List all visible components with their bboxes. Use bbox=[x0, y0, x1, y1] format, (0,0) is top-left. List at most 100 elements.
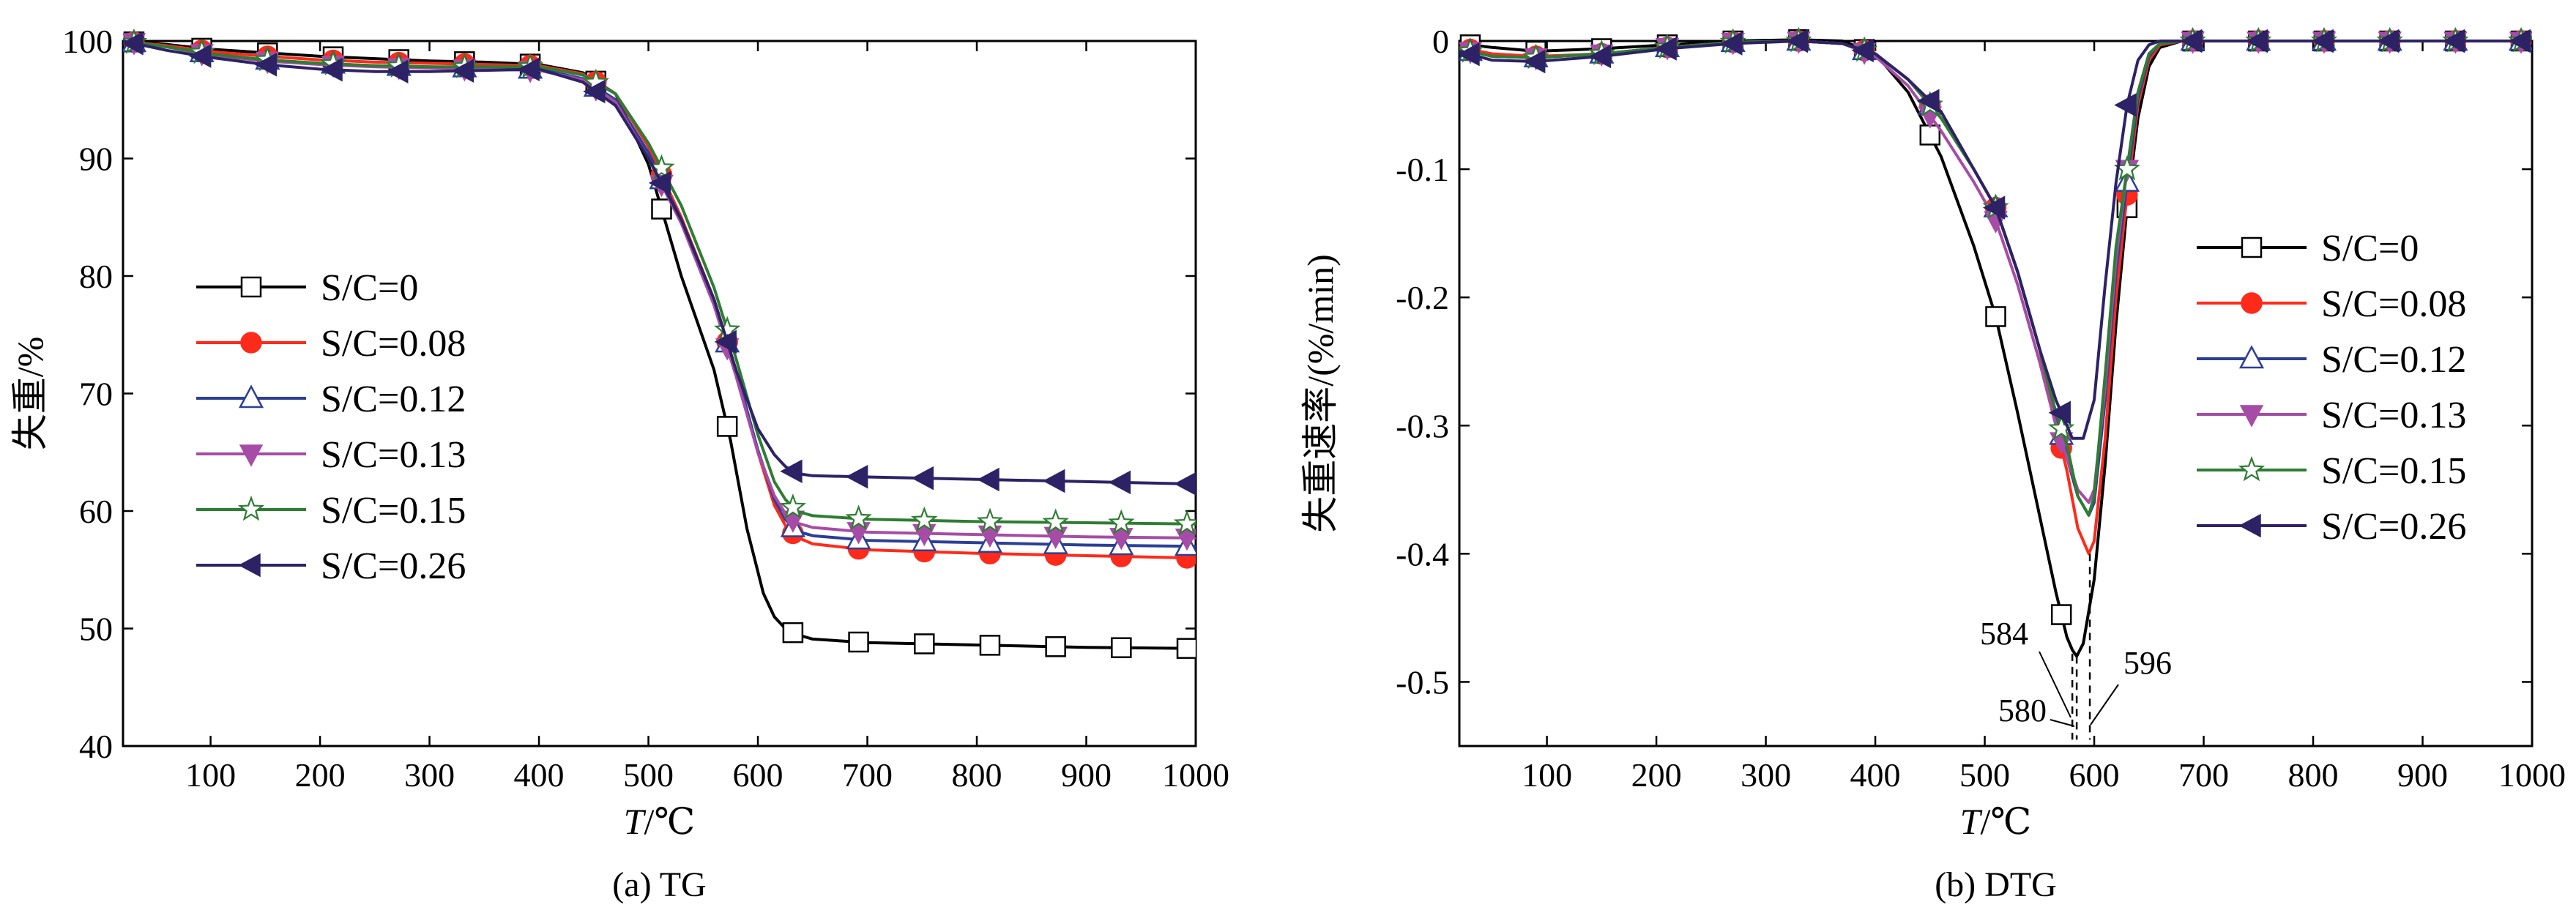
y-tick-label: -0.1 bbox=[1396, 151, 1449, 188]
y-tick-label: 60 bbox=[79, 493, 113, 530]
leader-line bbox=[2090, 684, 2119, 726]
series-line bbox=[1459, 40, 2532, 517]
legend: S/C=0 S/C=0.08 S/C=0.12 S/C=0.13 S/C=0.15 S/C… bbox=[2197, 228, 2466, 548]
legend-label: S/C=0.13 bbox=[2321, 395, 2466, 436]
legend-label: S/C=0.12 bbox=[2321, 339, 2466, 381]
data-point bbox=[1173, 510, 1196, 536]
legend-marker bbox=[2238, 513, 2261, 538]
data-point bbox=[1720, 31, 1743, 56]
series-4 bbox=[123, 33, 1196, 551]
legend-item: S/C=0.15 bbox=[196, 490, 466, 532]
data-point bbox=[780, 459, 803, 484]
peak-label-596: 596 bbox=[2123, 645, 2172, 681]
legend-marker bbox=[2241, 292, 2263, 314]
data-point bbox=[914, 633, 935, 655]
data-point bbox=[2377, 29, 2400, 53]
legend-item: S/C=0.15 bbox=[2197, 450, 2466, 492]
data-point bbox=[1985, 306, 2006, 327]
series-6 bbox=[1459, 29, 2532, 440]
legend-marker bbox=[239, 444, 264, 467]
series-5 bbox=[123, 28, 1196, 536]
y-tick-label: 40 bbox=[79, 728, 113, 765]
x-tick-label: 300 bbox=[1741, 756, 1791, 794]
x-tick-label: 700 bbox=[2178, 756, 2229, 794]
y-tick-label: 80 bbox=[79, 258, 113, 295]
x-tick-label: 500 bbox=[1959, 756, 2010, 794]
series-6 bbox=[123, 31, 1196, 496]
x-tick-label: 100 bbox=[1522, 756, 1572, 794]
series-3 bbox=[1459, 27, 2532, 517]
legend-label: S/C=0.13 bbox=[321, 434, 466, 476]
legend-marker bbox=[2241, 236, 2263, 258]
data-point bbox=[2050, 604, 2072, 625]
data-point bbox=[651, 198, 672, 220]
y-axis-title: 失重/% bbox=[10, 337, 51, 451]
data-point bbox=[320, 58, 343, 82]
legend-label: S/C=0.15 bbox=[321, 490, 466, 532]
x-tick-label: 200 bbox=[1631, 756, 1682, 794]
data-point bbox=[1042, 508, 1069, 534]
legend-marker bbox=[2238, 345, 2265, 369]
data-point bbox=[583, 79, 606, 104]
data-point bbox=[2179, 29, 2203, 53]
tg-panel: 100 200 300 400 500 600 700 800 900 1000 40 50 60 70 8… bbox=[10, 23, 1229, 904]
y-tick-label: -0.5 bbox=[1396, 663, 1449, 701]
legend-label: S/C=0 bbox=[2321, 228, 2419, 269]
data-point bbox=[1043, 469, 1065, 493]
data-point bbox=[848, 631, 869, 653]
series-5 bbox=[1459, 26, 2532, 517]
data-point bbox=[2114, 93, 2137, 117]
data-point bbox=[451, 59, 474, 83]
legend-label: S/C=0.12 bbox=[321, 379, 466, 420]
x-tick-label: 600 bbox=[2069, 756, 2120, 794]
legend-item: S/C=0 bbox=[196, 267, 418, 309]
data-point bbox=[1654, 37, 1677, 61]
series-line bbox=[123, 40, 1196, 486]
plot-frame bbox=[122, 40, 1197, 747]
data-point bbox=[386, 59, 409, 83]
data-point bbox=[1176, 638, 1196, 659]
y-tick-label: 0 bbox=[1432, 23, 1449, 60]
legend-item: S/C=0.13 bbox=[2197, 395, 2466, 436]
legend-marker bbox=[238, 384, 264, 409]
series-line bbox=[123, 40, 1196, 526]
legend-item: S/C=0.08 bbox=[196, 323, 466, 365]
series-layer bbox=[1459, 26, 2532, 658]
data-point bbox=[648, 171, 671, 195]
series-2 bbox=[123, 31, 1196, 569]
y-tick-label: 50 bbox=[79, 611, 113, 648]
x-axis-title-unit: /℃ bbox=[644, 801, 695, 842]
data-point bbox=[189, 44, 212, 68]
data-point bbox=[782, 622, 804, 644]
y-tick-label: -0.2 bbox=[1396, 279, 1449, 316]
x-tick-label: 300 bbox=[404, 756, 455, 794]
plot-frame bbox=[1458, 40, 2534, 747]
peak-annotations: 584 580 596 bbox=[1980, 553, 2172, 740]
legend-marker bbox=[2238, 455, 2266, 482]
legend-label: S/C=0.26 bbox=[2321, 506, 2466, 548]
legend: S/C=0 S/C=0.08 S/C=0.12 S/C=0.13 S/C=0.15 S/C… bbox=[196, 267, 466, 587]
legend-item: S/C=0.26 bbox=[196, 545, 466, 587]
y-tick-label: 90 bbox=[79, 141, 113, 178]
data-point bbox=[2048, 414, 2075, 441]
series-line bbox=[123, 40, 1196, 540]
data-point bbox=[123, 31, 144, 56]
series-3 bbox=[123, 29, 1196, 556]
x-tick-label: 900 bbox=[2397, 756, 2448, 794]
y-axis-title: 失重速率/(%/min) bbox=[1300, 254, 1341, 533]
data-point bbox=[845, 464, 868, 489]
data-point bbox=[1785, 29, 1809, 53]
data-point bbox=[1523, 49, 1546, 74]
data-point bbox=[1851, 38, 1874, 63]
legend-label: S/C=0.08 bbox=[321, 323, 466, 365]
series-line bbox=[1459, 40, 2532, 517]
leader-line bbox=[2039, 651, 2071, 718]
data-point bbox=[1108, 470, 1131, 495]
panel-caption: (b) DTG bbox=[1935, 865, 2057, 904]
x-axis-title-unit: /℃ bbox=[1980, 801, 2031, 842]
x-axis-title-var: T bbox=[624, 801, 647, 842]
legend-item: S/C=0 bbox=[2197, 228, 2419, 269]
data-point bbox=[779, 493, 807, 519]
x-axis-title: T/℃ bbox=[1960, 801, 2032, 842]
